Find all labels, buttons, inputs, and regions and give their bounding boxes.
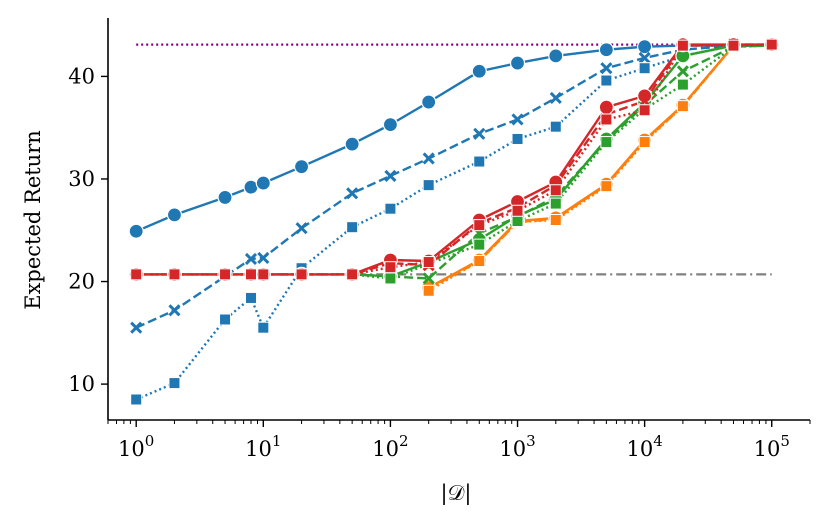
x-tick-label: 102 — [372, 432, 408, 461]
data-point-red-square-dotted-2 — [219, 268, 232, 281]
data-point-orange-square-dotted-9 — [473, 255, 486, 268]
data-point-blue-square-dotted-3 — [244, 291, 257, 304]
data-point-red-square-dotted-14 — [676, 39, 689, 52]
x-tick-label: 101 — [245, 432, 281, 461]
series-line-blue-circle-solid — [135, 44, 772, 233]
series-line-green-square-dotted — [352, 44, 772, 280]
data-point-blue-x-dashed-10 — [511, 113, 524, 126]
data-point-blue-circle-solid-8 — [421, 94, 437, 110]
data-point-red-square-dotted-16 — [765, 38, 778, 51]
data-point-blue-x-dashed-11 — [549, 91, 562, 105]
y-tick-label: 20 — [68, 270, 95, 294]
data-point-blue-square-dotted-13 — [638, 62, 651, 75]
data-point-green-square-dotted-11 — [549, 197, 562, 210]
data-point-red-square-dotted-9 — [473, 219, 486, 232]
series-line-red-circle-solid — [136, 43, 772, 276]
data-point-green-square-dotted-12 — [600, 136, 613, 149]
plot-area — [128, 37, 780, 406]
data-point-red-square-dotted-10 — [511, 204, 524, 217]
data-point-blue-x-dashed-12 — [600, 62, 613, 75]
y-axis-label: Expected Return — [21, 130, 45, 310]
data-point-blue-square-dotted-8 — [422, 179, 435, 192]
data-point-green-square-dotted-14 — [676, 78, 689, 91]
data-point-green-x-dashed-14 — [676, 65, 689, 78]
data-point-blue-circle-solid-5 — [293, 159, 310, 175]
data-point-blue-x-dashed-0 — [130, 321, 143, 334]
data-point-blue-square-dotted-1 — [168, 377, 181, 390]
data-point-blue-circle-solid-0 — [128, 223, 144, 239]
data-point-blue-circle-solid-10 — [509, 55, 526, 71]
data-point-blue-x-dashed-8 — [422, 152, 435, 165]
data-point-red-circle-solid-12 — [598, 99, 614, 115]
data-point-blue-square-dotted-6 — [346, 221, 359, 234]
data-point-blue-square-dotted-11 — [549, 120, 562, 133]
x-tick-label: 105 — [754, 432, 790, 461]
series-line-red-square-dotted — [136, 43, 772, 276]
y-tick-label: 10 — [68, 372, 95, 396]
data-point-blue-square-dotted-12 — [600, 74, 613, 87]
data-point-blue-x-dashed-9 — [473, 127, 486, 140]
data-point-green-square-dotted-7 — [384, 272, 397, 285]
data-point-green-square-dotted-10 — [511, 215, 524, 228]
data-point-blue-circle-solid-12 — [598, 42, 614, 58]
x-tick-label: 103 — [499, 432, 535, 461]
data-point-blue-square-dotted-2 — [219, 313, 232, 326]
data-point-red-square-dotted-5 — [295, 268, 308, 281]
data-point-blue-x-dashed-7 — [384, 169, 397, 182]
series-line-blue-x-dashed — [135, 44, 772, 329]
data-point-blue-circle-solid-6 — [344, 136, 360, 152]
data-point-green-square-dotted-9 — [473, 238, 486, 251]
x-tick-label: 100 — [118, 432, 154, 461]
data-point-blue-x-dashed-6 — [346, 187, 359, 200]
data-point-blue-x-dashed-4 — [257, 251, 270, 265]
data-point-orange-square-dotted-13 — [638, 136, 651, 149]
data-point-red-square-dotted-4 — [257, 268, 270, 281]
data-point-blue-square-dotted-4 — [257, 321, 270, 334]
data-point-blue-square-dotted-10 — [511, 132, 524, 145]
data-point-red-square-dotted-12 — [600, 113, 613, 126]
data-point-red-square-dotted-3 — [244, 268, 257, 281]
data-point-blue-circle-solid-9 — [471, 63, 487, 79]
data-point-red-square-dotted-15 — [727, 39, 740, 52]
data-point-red-square-dotted-7 — [384, 261, 397, 274]
x-axis-label: |𝒟| — [441, 481, 472, 506]
data-point-blue-circle-solid-11 — [548, 48, 564, 64]
data-point-red-square-dotted-0 — [130, 268, 143, 281]
data-point-red-square-dotted-11 — [549, 184, 562, 197]
data-point-red-square-dotted-1 — [168, 268, 181, 281]
data-point-orange-square-dotted-11 — [549, 214, 562, 226]
series-line-orange-square-dotted — [428, 43, 772, 292]
y-tick-label: 30 — [68, 167, 95, 191]
data-point-blue-circle-solid-2 — [217, 189, 233, 206]
y-tick-label: 40 — [68, 64, 95, 88]
series-line-green-x-dashed — [352, 44, 772, 280]
data-point-red-square-dotted-13 — [638, 104, 651, 117]
data-point-green-x-dashed-8 — [422, 272, 435, 285]
series-line-green-circle-solid — [352, 44, 772, 278]
data-point-blue-x-dashed-13 — [638, 51, 651, 65]
data-point-orange-square-dotted-12 — [600, 180, 613, 193]
data-point-blue-x-dashed-1 — [168, 304, 181, 317]
data-point-orange-square-dotted-14 — [676, 100, 689, 113]
data-point-blue-square-dotted-0 — [130, 393, 143, 406]
x-tick-label: 104 — [626, 432, 662, 461]
data-point-blue-square-dotted-9 — [473, 155, 486, 168]
axes: 100 101 102 103 104 105 10 20 30 40 — [68, 18, 811, 461]
data-point-orange-square-dotted-8 — [422, 284, 435, 297]
data-point-blue-circle-solid-1 — [166, 207, 183, 223]
data-point-red-square-dotted-8 — [422, 256, 435, 269]
series-line-blue-square-dotted — [135, 44, 772, 401]
data-point-blue-square-dotted-7 — [384, 202, 397, 215]
data-point-blue-circle-solid-13 — [637, 39, 653, 55]
data-point-blue-x-dashed-3 — [244, 252, 258, 266]
data-point-blue-circle-solid-7 — [382, 117, 399, 133]
data-point-red-square-dotted-6 — [346, 268, 359, 281]
data-point-blue-x-dashed-5 — [295, 222, 308, 235]
data-point-blue-circle-solid-4 — [255, 175, 271, 191]
